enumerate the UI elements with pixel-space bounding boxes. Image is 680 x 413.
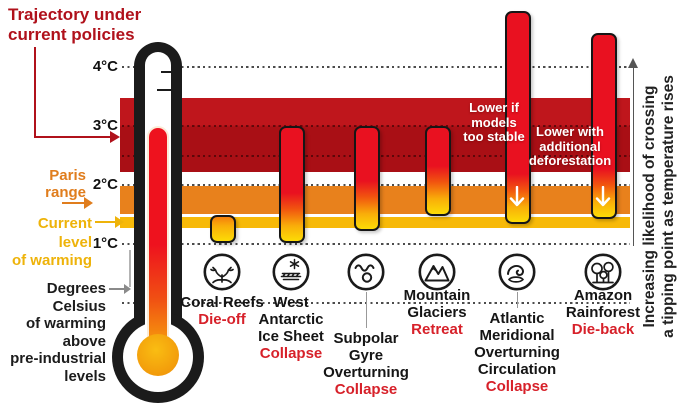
bar-subpolar-gyre-overturning: [354, 126, 380, 232]
element-name-line: Overturning: [474, 344, 560, 361]
trajectory-connector-hline: [34, 136, 110, 139]
text-line: above: [62, 332, 106, 350]
outcome-label: Collapse: [259, 345, 323, 362]
element-label-atlantic-meridional-overturning-circulation: Atlantic Meridional Overturning Circulation…: [451, 310, 583, 395]
text-line: Paris: [49, 167, 86, 184]
axis-caption: Degrees Celsius of warming above pre-industr…: [0, 280, 106, 385]
text-line: a tipping point as temperature rises: [660, 75, 677, 338]
note-line: too stable: [463, 129, 525, 145]
element-name-line: West: [273, 294, 309, 311]
gridline-0c: [122, 302, 630, 304]
text-line: level: [58, 233, 92, 251]
element-name-line: Antarctic: [258, 311, 324, 328]
thermometer-mercury-bulb: [137, 334, 179, 376]
down-arrow-icon: [509, 185, 525, 217]
caption-arrow-line: [109, 288, 125, 290]
gridline-1c: [122, 243, 630, 245]
element-name-line: Subpolar: [333, 330, 399, 347]
rainforest-icon: [583, 252, 623, 292]
element-name-line: Ice Sheet: [258, 328, 324, 345]
text-line: Celsius: [52, 297, 106, 315]
element-name-line: Mountain: [403, 287, 471, 304]
text-line: of warming: [11, 252, 92, 269]
note-amazon-rainforest: Lower with additional deforestation: [509, 124, 631, 169]
current-arrow-icon: [115, 216, 124, 228]
text-line: of warming: [25, 315, 106, 332]
element-label-amazon-rainforest: Amazon Rainforest Die-back: [537, 287, 669, 338]
current-level-label: Current level of warming: [0, 215, 92, 271]
trajectory-connector-vline: [34, 47, 36, 138]
thermometer-tick: [161, 71, 171, 73]
element-label-subpolar-gyre-overturning: Subpolar Gyre Overturning Collapse: [300, 330, 432, 398]
note-line: models: [471, 114, 517, 130]
coral-icon: [202, 252, 242, 292]
element-name-line: Amazon: [573, 287, 633, 304]
paris-arrow-line: [62, 202, 84, 205]
axis-tick-2c: 2°C: [92, 176, 118, 193]
outcome-label: Die-off: [198, 311, 246, 328]
axis-tick-3c: 3°C: [92, 117, 118, 134]
text-line: Degrees: [46, 280, 106, 297]
element-name-line: Rainforest: [565, 304, 641, 321]
note-line: Lower if: [469, 100, 519, 115]
text-line: range: [45, 184, 86, 201]
thermometer-mercury-column: [149, 128, 167, 352]
element-name-line: Atlantic: [489, 310, 545, 327]
gridline-4c: [122, 66, 630, 68]
likelihood-arrow-icon: [628, 58, 638, 68]
caption-reference-line: [129, 250, 131, 287]
paris-range-label: Paris range: [14, 167, 86, 201]
outcome-label: Collapse: [485, 378, 549, 395]
outcome-label: Retreat: [411, 321, 463, 338]
likelihood-caption: Increasing likelihood of crossing a tippi…: [640, 0, 680, 413]
gyre-icon: [346, 252, 386, 292]
paris-arrow-icon: [84, 197, 93, 209]
outcome-label: Die-back: [571, 321, 635, 338]
text-line: current policies: [8, 25, 135, 44]
text-line: Trajectory under: [8, 5, 142, 24]
bar-mountain-glaciers: [425, 126, 451, 217]
ocean-current-icon: [497, 252, 537, 292]
axis-tick-1c: 1°C: [92, 235, 118, 252]
text-line: levels: [64, 367, 106, 385]
outcome-label: Collapse: [334, 381, 398, 398]
element-label-coral-reefs: Coral Reefs Die-off: [156, 294, 288, 328]
caption-arrow-icon: [124, 284, 131, 294]
text-line: Current: [37, 215, 92, 232]
mountain-glacier-icon: [417, 252, 457, 292]
axis-tick-4c: 4°C: [92, 58, 118, 75]
note-atlantic-meridional-overturning-circulation: Lower if models too stable: [433, 100, 555, 145]
note-line: Lower with: [536, 124, 604, 139]
icon-label-connector: [516, 292, 518, 308]
bar-west-antarctic-ice-sheet: [279, 126, 305, 243]
likelihood-arrow-line: [632, 67, 635, 246]
bar-coral-reefs: [210, 214, 236, 243]
text-line: Increasing likelihood of crossing: [641, 85, 658, 328]
element-name-line: Coral Reefs: [180, 294, 264, 311]
note-line: deforestation: [528, 153, 612, 169]
current-arrow-line: [95, 221, 115, 224]
element-label-west-antarctic-ice-sheet: West Antarctic Ice Sheet Collapse: [225, 294, 357, 362]
ice-sheet-icon: [271, 252, 311, 292]
trajectory-arrow-icon: [110, 131, 120, 143]
icon-label-connector: [365, 292, 367, 328]
element-name-line: Meridional: [479, 327, 555, 344]
text-line: pre-industrial: [10, 350, 106, 367]
trajectory-annotation: Trajectory under current policies: [8, 5, 178, 45]
element-name-line: Overturning: [323, 364, 409, 381]
element-name-line: Gyre: [348, 347, 384, 364]
element-name-line: Circulation: [477, 361, 557, 378]
element-name-line: Glaciers: [407, 304, 467, 321]
element-label-mountain-glaciers: Mountain Glaciers Retreat: [371, 287, 503, 338]
note-line: additional: [539, 138, 601, 154]
thermometer-tick: [157, 89, 171, 91]
down-arrow-icon: [595, 185, 611, 217]
